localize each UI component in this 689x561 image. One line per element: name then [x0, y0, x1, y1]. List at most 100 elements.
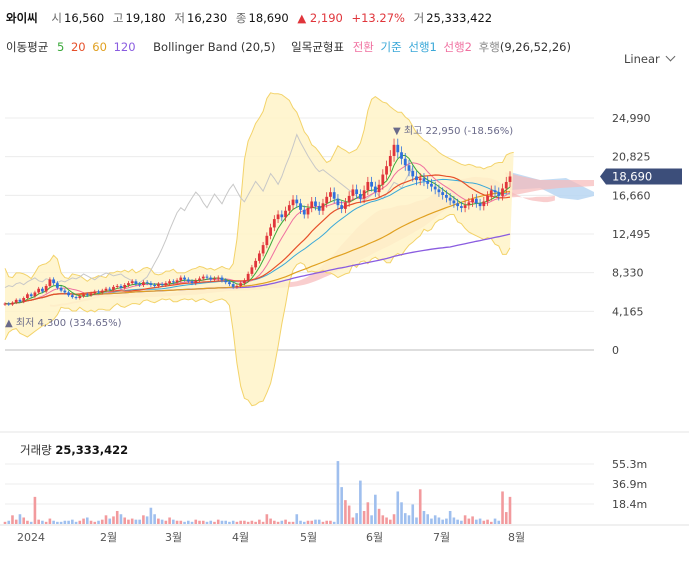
volume-bar [216, 519, 220, 524]
candle-body [119, 285, 123, 288]
volume-bar [104, 515, 108, 524]
candle-body [186, 279, 190, 282]
volume-bar [82, 518, 85, 524]
volume-bar [243, 520, 246, 524]
candle-body [358, 194, 362, 199]
candle-body [370, 181, 373, 187]
scale-mode-label: Linear [624, 52, 660, 66]
candle-body [205, 276, 209, 278]
volume-bar [89, 520, 93, 524]
volume-bar [475, 519, 478, 524]
candle-body [482, 201, 486, 207]
candle-body [430, 183, 433, 187]
volume-bar [209, 520, 213, 524]
volume-bar [194, 519, 198, 524]
max-price-annotation: ▼ 최고 22,950 (-18.56%) [393, 125, 513, 137]
volume-bar [190, 521, 194, 524]
candle-body [411, 170, 415, 177]
candle-body [302, 209, 306, 215]
stock-name: 와이씨 [6, 11, 38, 25]
volume-bar [299, 520, 302, 524]
candle-body [228, 282, 231, 285]
volume-bar [22, 517, 26, 524]
volume-bar [415, 517, 418, 524]
candle-body [89, 293, 93, 296]
volume-bar [295, 514, 299, 524]
volume-panel-title: 거래량 25,333,422 [20, 442, 128, 458]
price-axis: 24,990 20,825 16,660 12,495 8,330 4,165 0 18,69… [600, 112, 682, 357]
candle-body [156, 284, 160, 286]
volume-bar [134, 519, 138, 524]
candle-body [63, 290, 67, 293]
bollinger-label[interactable]: Bollinger Band (20,5) [153, 40, 276, 54]
volume-bar [501, 491, 504, 524]
volume-bar [306, 520, 310, 524]
bollinger-band [4, 92, 514, 407]
volume-bar [287, 521, 291, 524]
candle-body [467, 202, 471, 206]
candle-body [456, 203, 460, 207]
volume-bar [175, 520, 179, 524]
ichimoku-lagging-line [4, 133, 414, 289]
candle-body [445, 194, 448, 198]
volume-bar [422, 510, 426, 524]
candle-body [216, 277, 220, 279]
volume-label: 거 [413, 11, 425, 25]
candle-body [497, 192, 501, 196]
candle-body [67, 292, 70, 296]
candle-body [381, 174, 385, 185]
time-tick-label: 8월 [508, 531, 525, 544]
candle-body [18, 299, 22, 302]
indicator-legend: 이동평균 5 20 60 120 Bollinger Band (20,5) 일… [6, 39, 576, 55]
volume-bar [138, 519, 141, 524]
candle-body [26, 294, 29, 299]
candle-body [344, 202, 347, 209]
volume-bar [7, 520, 11, 524]
candle-body [41, 288, 44, 292]
volume-bar [115, 510, 119, 524]
volume-bar [359, 480, 362, 524]
ma-period-120: 120 [113, 40, 136, 54]
volume-bar [388, 519, 392, 524]
candle-body [373, 186, 377, 193]
candle-body [336, 198, 340, 206]
candle-body [175, 280, 179, 283]
close-value: 18,690 [248, 11, 289, 25]
candle-body [254, 260, 258, 268]
volume-bar [18, 514, 22, 524]
candle-body [377, 184, 381, 193]
candles [3, 138, 512, 306]
candle-body [426, 181, 430, 184]
volume-bar [385, 517, 388, 524]
candle-body [486, 195, 489, 202]
candle-body [171, 281, 175, 283]
candle-body [123, 285, 127, 288]
price-tick-label: 24,990 [612, 112, 651, 125]
candle-body [504, 181, 508, 189]
candle-body [224, 280, 228, 283]
volume-bar [403, 513, 407, 524]
volume-bar [231, 520, 235, 524]
volume-bar [145, 516, 149, 524]
candle-body [37, 288, 41, 293]
time-tick-label: 3월 [165, 531, 182, 544]
candle-body [194, 280, 198, 284]
candle-body [7, 303, 11, 305]
volume-bar [130, 518, 134, 524]
candle-body [198, 278, 201, 281]
volume-bar [205, 521, 209, 524]
scale-mode-dropdown[interactable]: Linear [624, 51, 676, 66]
ichimoku-label[interactable]: 일목균형표 [291, 40, 345, 54]
ma-label[interactable]: 이동평균 [6, 40, 49, 54]
bollinger-fill [5, 92, 514, 406]
bollinger-lower [4, 214, 511, 407]
candle-body [314, 201, 317, 207]
candle-body [149, 283, 153, 286]
candle-body [209, 277, 213, 280]
ma5-line [4, 154, 511, 305]
candle-body [74, 297, 78, 299]
volume-bar [78, 520, 82, 524]
volume-bar [329, 520, 332, 524]
candle-body [265, 235, 269, 246]
